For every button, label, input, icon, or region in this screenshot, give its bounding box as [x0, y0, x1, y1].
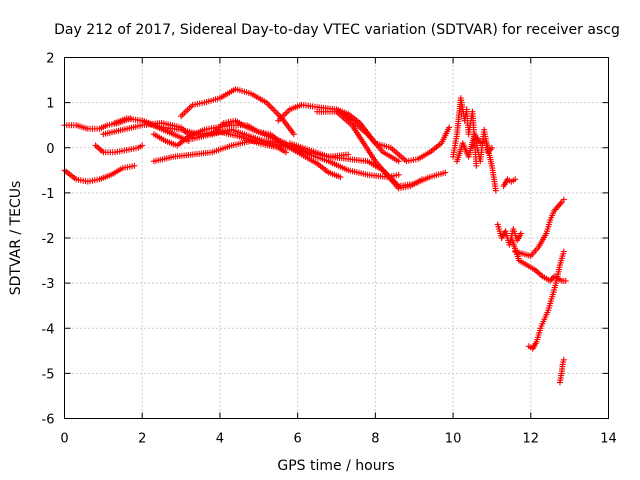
y-tick-label: 2 [46, 52, 54, 67]
data-point-markers [209, 117, 344, 181]
series-track-13 [314, 108, 425, 192]
x-tick-label: 8 [371, 432, 379, 447]
series-track-9 [178, 86, 297, 138]
x-tick-label: 12 [523, 432, 540, 447]
data-point-markers [473, 126, 495, 165]
data-point-markers [525, 248, 567, 352]
y-tick-label: -6 [42, 413, 55, 428]
y-tick-label: 0 [46, 142, 54, 157]
series-track-6 [139, 117, 289, 156]
y-tick-label: -5 [42, 367, 55, 382]
data-point-markers [139, 117, 289, 156]
chart-title: Day 212 of 2017, Sidereal Day-to-day VTE… [54, 22, 620, 38]
data-point-markers [556, 356, 567, 386]
series-track-23 [556, 356, 567, 386]
series-track-18 [500, 176, 519, 190]
y-tick-label: -3 [42, 277, 55, 292]
series-track-17 [473, 126, 495, 165]
y-tick-label: -2 [42, 232, 55, 247]
y-tick-label: -4 [42, 322, 55, 337]
grid-layer [64, 57, 609, 419]
data-point-markers [178, 86, 297, 138]
data-point-markers [333, 106, 453, 165]
x-tick-label: 0 [60, 432, 68, 447]
data-point-markers [500, 176, 519, 190]
y-tick-label: 1 [46, 97, 54, 112]
data-layer [61, 86, 569, 386]
x-tick-label: 6 [294, 432, 302, 447]
x-axis-label: GPS time / hours [277, 458, 394, 474]
y-tick-label: -1 [42, 187, 55, 202]
series-track-3 [92, 142, 146, 156]
data-point-markers [314, 108, 425, 192]
x-tick-label: 4 [216, 432, 224, 447]
data-point-markers [92, 142, 146, 156]
series-track-10 [209, 117, 344, 181]
y-axis-label: SDTVAR / TECUs [8, 181, 24, 296]
x-tick-label: 14 [600, 432, 617, 447]
series-track-14 [333, 106, 453, 165]
x-tick-label: 2 [138, 432, 146, 447]
x-tick-label: 10 [445, 432, 462, 447]
series-track-22 [525, 248, 567, 352]
